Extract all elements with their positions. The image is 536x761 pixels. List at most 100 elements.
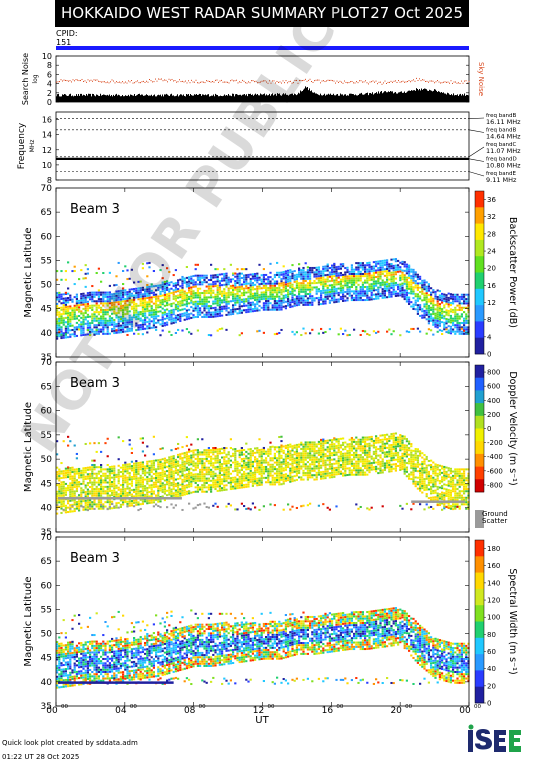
backscatter-power-cell bbox=[447, 309, 450, 312]
backscatter-power-cell bbox=[218, 284, 221, 287]
doppler-velocity-cell bbox=[128, 502, 131, 505]
backscatter-power-cell bbox=[324, 293, 327, 296]
backscatter-power-cell bbox=[139, 280, 142, 283]
backscatter-power-cell bbox=[401, 293, 404, 296]
backscatter-power-cell bbox=[269, 284, 272, 287]
doppler-velocity-cell bbox=[102, 485, 105, 488]
doppler-velocity-cell bbox=[60, 472, 63, 475]
backscatter-power-cell bbox=[331, 271, 334, 274]
doppler-velocity-cell bbox=[86, 499, 89, 502]
backscatter-power-cell bbox=[71, 313, 74, 316]
doppler-velocity-cell bbox=[95, 503, 98, 506]
sky-noise-point bbox=[102, 81, 104, 83]
doppler-velocity-cell bbox=[133, 495, 136, 498]
backscatter-power-cell bbox=[161, 322, 164, 325]
backscatter-power-cell bbox=[97, 304, 100, 307]
backscatter-power-cell bbox=[166, 280, 169, 283]
doppler-velocity-cell bbox=[177, 453, 180, 456]
backscatter-power-cell bbox=[128, 329, 131, 332]
doppler-velocity-cell bbox=[62, 505, 65, 508]
search-noise-tick-label: 2 bbox=[47, 89, 52, 98]
backscatter-power-cell bbox=[302, 297, 305, 300]
backscatter-power-cell bbox=[282, 299, 285, 302]
backscatter-power-cell bbox=[401, 263, 404, 266]
doppler-velocity-cell bbox=[69, 477, 72, 480]
backscatter-power-cell bbox=[394, 266, 397, 269]
backscatter-power-cell bbox=[447, 314, 450, 317]
backscatter-power-cell bbox=[454, 306, 457, 309]
doppler-velocity-cell bbox=[73, 503, 76, 506]
frequency-band-value: 14.64 MHz bbox=[486, 133, 521, 141]
backscatter-power-cell bbox=[243, 309, 246, 312]
doppler-velocity-cell bbox=[100, 468, 103, 471]
backscatter-power-cell bbox=[174, 290, 177, 293]
panel-background bbox=[56, 362, 469, 532]
backscatter-power-cell bbox=[174, 299, 177, 302]
doppler-velocity-cell bbox=[80, 489, 83, 492]
backscatter-power-cell bbox=[287, 293, 290, 296]
backscatter-power-cell bbox=[205, 315, 208, 318]
backscatter-power-cell bbox=[313, 299, 316, 302]
doppler-velocity-cell bbox=[56, 473, 59, 476]
backscatter-power-cell bbox=[258, 309, 261, 312]
backscatter-power-cell bbox=[309, 301, 312, 304]
backscatter-power-cell bbox=[67, 316, 70, 319]
doppler-velocity-cell bbox=[214, 472, 217, 475]
doppler-velocity-cell bbox=[212, 475, 215, 478]
doppler-velocity-cell bbox=[150, 462, 153, 465]
backscatter-power-cell bbox=[210, 276, 213, 279]
sky-noise-point bbox=[231, 79, 233, 81]
sky-noise-point bbox=[423, 79, 425, 81]
backscatter-power-cell bbox=[456, 321, 459, 324]
backscatter-power-cell bbox=[93, 295, 96, 298]
backscatter-power-cell bbox=[260, 306, 263, 309]
backscatter-power-cell bbox=[251, 292, 254, 295]
doppler-velocity-cell bbox=[100, 503, 103, 506]
backscatter-power-cell bbox=[75, 304, 78, 307]
backscatter-power-cell bbox=[150, 320, 153, 323]
backscatter-power-cell bbox=[126, 291, 129, 294]
backscatter-power-cell bbox=[58, 296, 61, 299]
doppler-velocity-cell bbox=[56, 501, 59, 504]
backscatter-power-cell bbox=[370, 296, 373, 299]
doppler-velocity-cell bbox=[201, 457, 204, 460]
doppler-velocity-cell bbox=[150, 499, 153, 502]
doppler-velocity-cell bbox=[106, 498, 109, 501]
backscatter-power-cell bbox=[80, 332, 83, 335]
backscatter-power-cell bbox=[458, 332, 461, 335]
backscatter-power-cell bbox=[247, 286, 250, 289]
doppler-velocity-cell bbox=[137, 472, 140, 475]
backscatter-power-cell bbox=[423, 316, 426, 319]
backscatter-power-cell bbox=[212, 302, 215, 305]
doppler-velocity-cell bbox=[185, 462, 188, 465]
backscatter-power-cell bbox=[372, 265, 375, 268]
backscatter-power-cell bbox=[379, 292, 382, 295]
doppler-velocity-cell bbox=[82, 489, 85, 492]
backscatter-power-cell bbox=[212, 307, 215, 310]
backscatter-power-cell bbox=[357, 283, 360, 286]
backscatter-power-cell bbox=[300, 301, 303, 304]
backscatter-power-cell bbox=[419, 304, 422, 307]
backscatter-power-cell bbox=[370, 276, 373, 279]
backscatter-power-cell bbox=[214, 276, 217, 279]
backscatter-power-cell bbox=[119, 309, 122, 312]
backscatter-power-cell bbox=[423, 279, 426, 282]
backscatter-power-cell bbox=[210, 292, 213, 295]
doppler-velocity-cell bbox=[108, 500, 111, 503]
doppler-velocity-cell bbox=[82, 476, 85, 479]
backscatter-power-cell bbox=[320, 290, 323, 293]
backscatter-power-cell bbox=[64, 329, 67, 332]
backscatter-power-cell bbox=[306, 271, 309, 274]
sky-noise-point bbox=[212, 81, 213, 83]
backscatter-power-cell bbox=[89, 334, 92, 337]
backscatter-power-cell bbox=[203, 279, 206, 282]
backscatter-power-cell bbox=[58, 335, 61, 338]
sky-noise-point bbox=[150, 80, 152, 82]
backscatter-power-cell bbox=[463, 328, 466, 331]
backscatter-power-cell bbox=[304, 293, 307, 296]
backscatter-power-cell bbox=[331, 279, 334, 282]
backscatter-power-cell bbox=[346, 290, 349, 293]
doppler-velocity-cell bbox=[181, 461, 184, 464]
backscatter-power-cell bbox=[84, 296, 87, 299]
backscatter-power-cell bbox=[69, 318, 72, 321]
